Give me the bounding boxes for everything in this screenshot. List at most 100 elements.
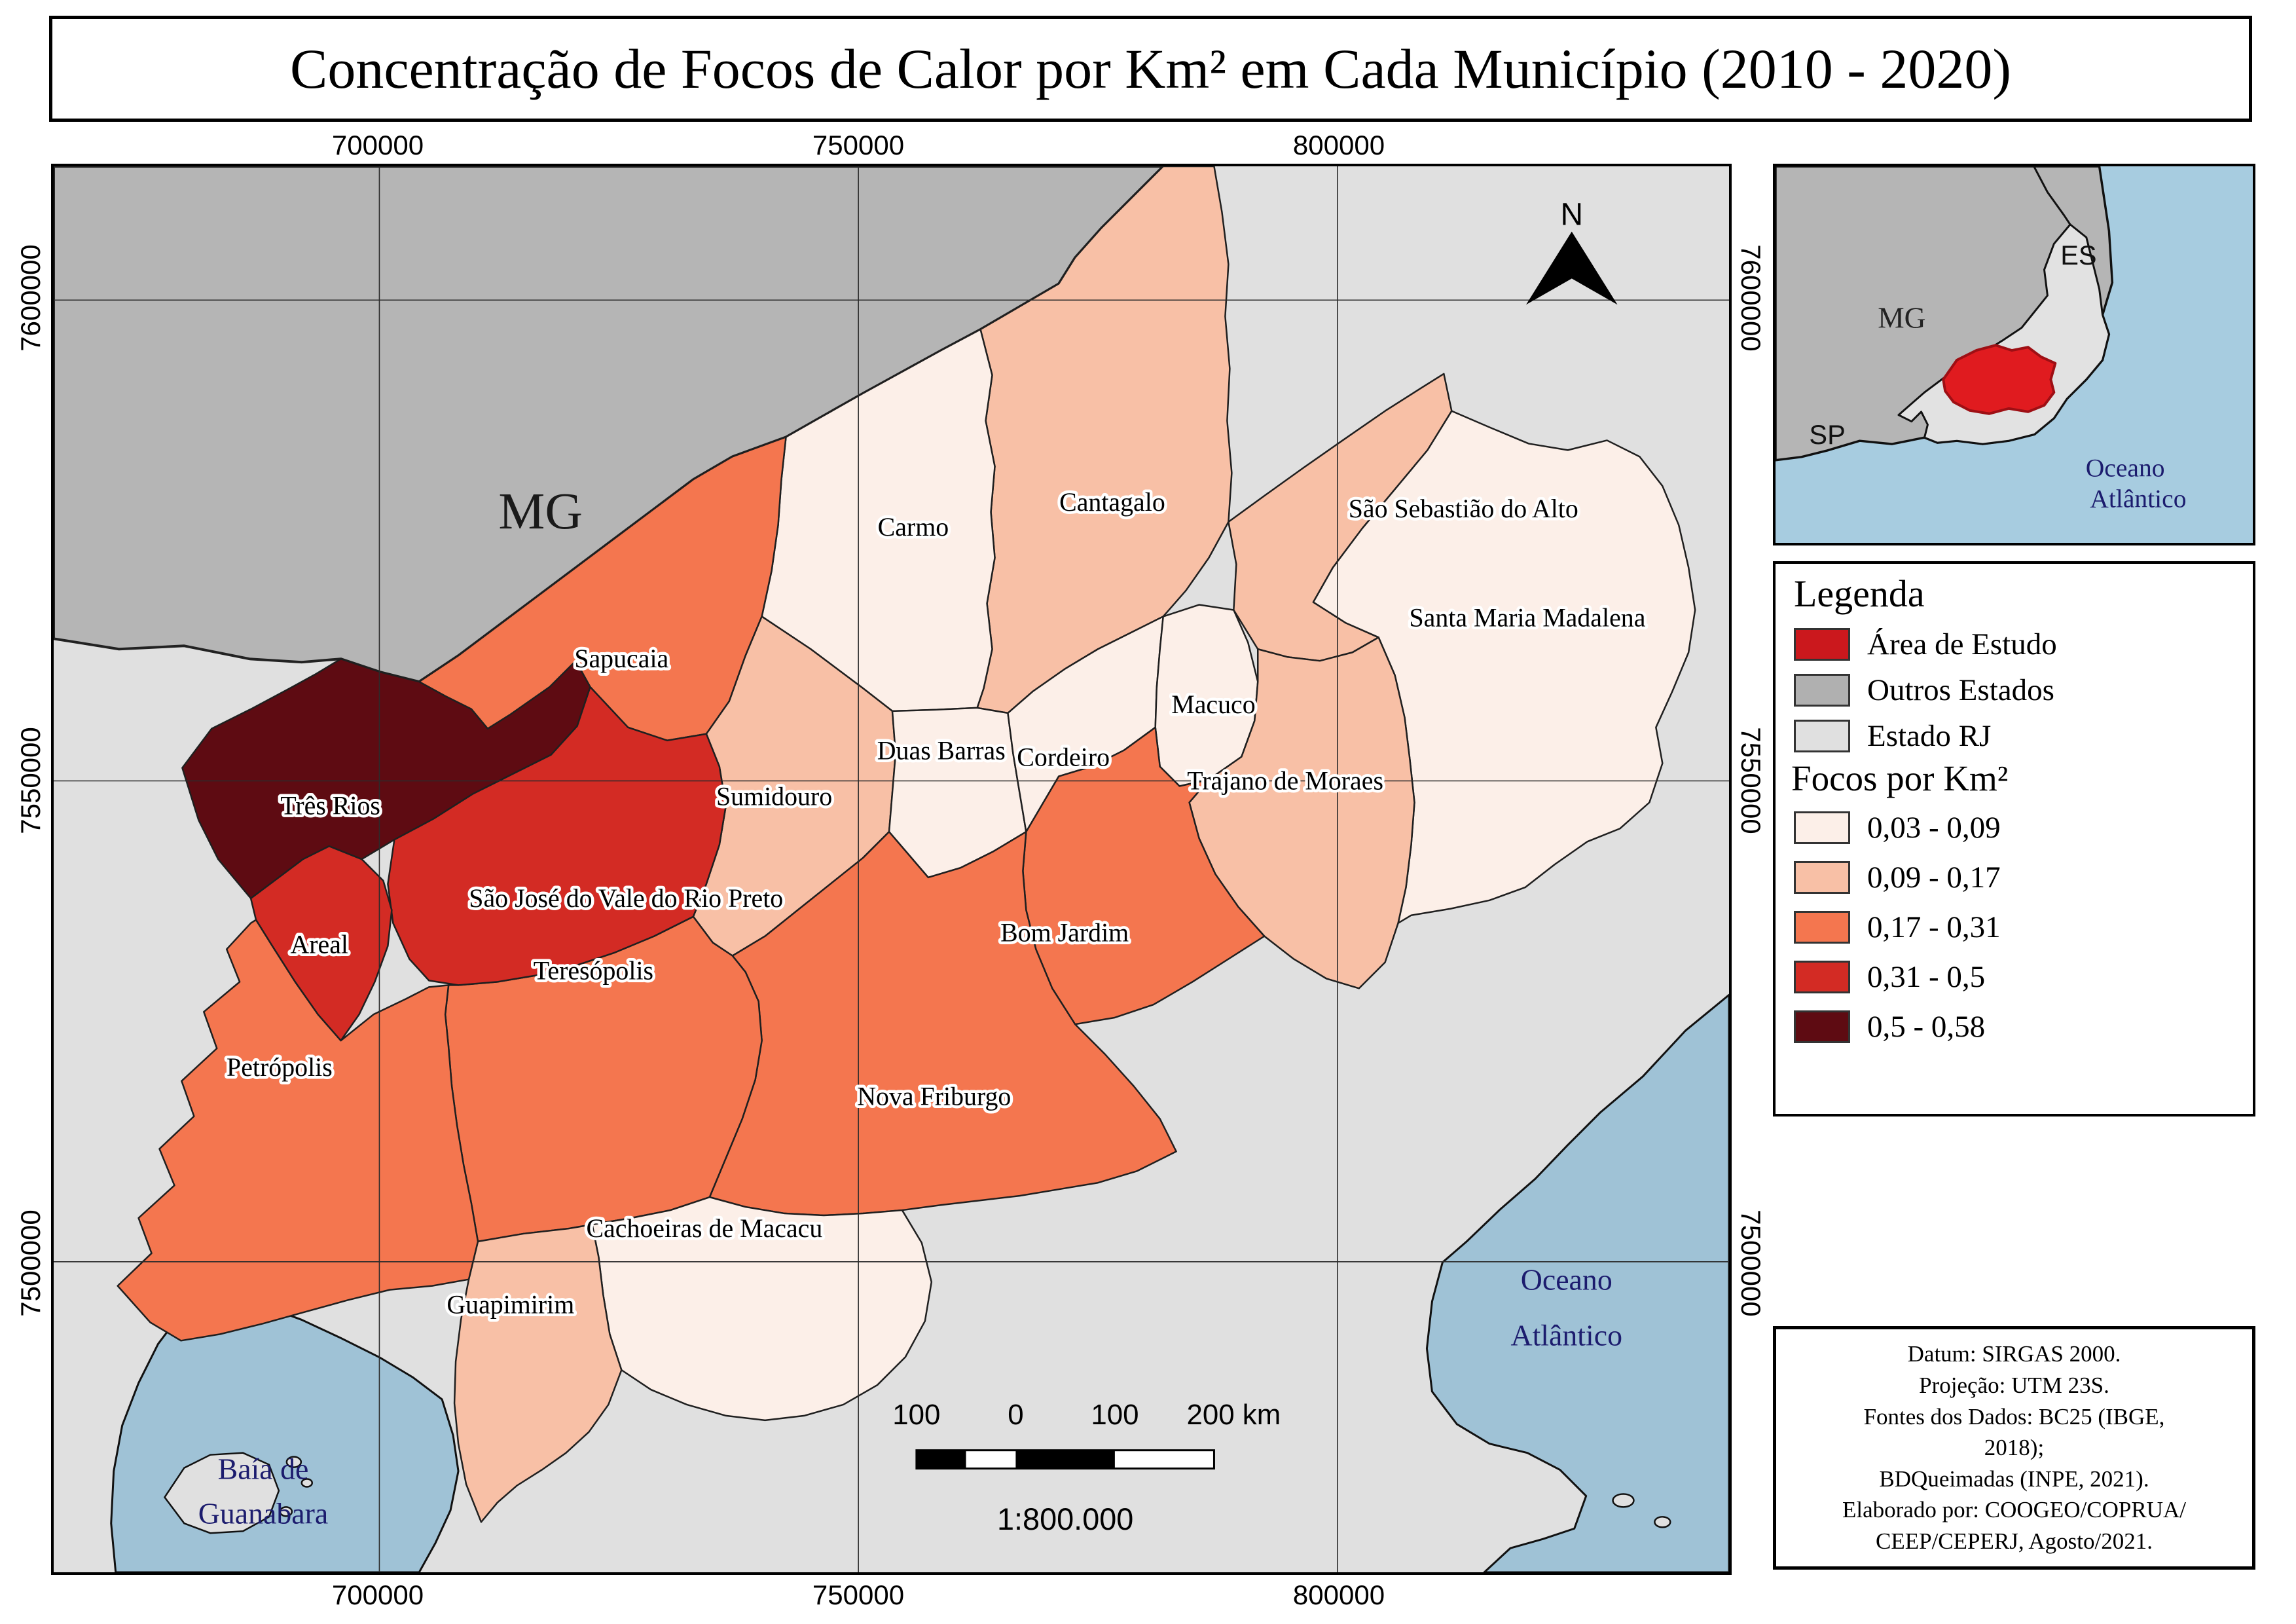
legend-item-label: Estado RJ [1867, 719, 1992, 753]
label-bom-jardim: Bom Jardim [1000, 918, 1129, 948]
scalebar-segment [1114, 1450, 1214, 1469]
inset-sp-label: SP [1809, 419, 1845, 450]
scalebar-tick-2: 100 [1091, 1399, 1139, 1431]
class-5-swatch [1794, 1010, 1850, 1043]
label-carmo: Carmo [878, 512, 949, 542]
axis-right-7600000: 7600000 [1736, 244, 1766, 352]
inset-map-svg: MG ES SP Oceano Atlântico [1776, 166, 2253, 543]
bay-island [301, 1478, 314, 1488]
axis-top-800000: 800000 [1292, 130, 1385, 160]
scalebar-segment [916, 1450, 966, 1469]
ocean-island [1612, 1493, 1635, 1508]
info-line: Datum: SIRGAS 2000. [1907, 1341, 2121, 1367]
axis-top-700000: 700000 [331, 130, 424, 160]
info-line: CEEP/CEPERJ, Agosto/2021. [1876, 1528, 2153, 1554]
scalebar-tick-0: 100 [892, 1399, 940, 1431]
legend-class-5: 0,5 - 0,58 [1794, 1009, 1985, 1044]
legend-focos-title: Focos por Km² [1791, 758, 2009, 798]
label-sao-sebastiao-do-alto: São Sebastião do Alto [1349, 494, 1578, 523]
rj-state-swatch [1794, 720, 1850, 752]
inset-mg-label: MG [1878, 302, 1925, 335]
label-trajano-de-moraes: Trajano de Moraes [1187, 766, 1383, 795]
municipality-tres-rios [181, 657, 591, 900]
label-nova-friburgo: Nova Friburgo [857, 1082, 1011, 1111]
scalebar-segment [966, 1450, 1016, 1469]
legend-class-label: 0,03 - 0,09 [1867, 811, 2001, 845]
label-duas-barras: Duas Barras [877, 736, 1006, 766]
axis-top-750000: 750000 [812, 130, 905, 160]
class-3-swatch [1794, 911, 1850, 944]
legend-class-2: 0,09 - 0,17 [1794, 860, 2001, 895]
atlantic-ocean [1425, 993, 1729, 1572]
label-sao-jose-do-vale-do-rio-preto: São José do Vale do Rio Preto [469, 883, 783, 913]
scalebar-segment [1015, 1450, 1115, 1469]
legend-item-rj-state: Estado RJ [1794, 718, 1991, 754]
axis-bottom-800000: 800000 [1292, 1579, 1385, 1610]
mg-state-label: MG [498, 483, 582, 540]
legend: Legenda Área de Estudo Outros Estados Es… [1773, 561, 2255, 1116]
legend-class-4: 0,31 - 0,5 [1794, 959, 1985, 995]
label-teresopolis: Teresópolis [534, 955, 653, 985]
page-title: Concentração de Focos de Calor por Km² e… [289, 37, 2012, 100]
info-line: Fontes dos Dados: BC25 (IBGE, [1863, 1403, 2165, 1430]
label-oceano-line1: Oceano [1521, 1263, 1613, 1297]
inset-es-label: ES [2060, 240, 2096, 270]
legend-title: Legenda [1794, 572, 1925, 615]
main-map-svg: N 100 0 100 200 km 1:800.000 MG Três Rio… [54, 166, 1729, 1572]
label-baia-line1: Baía de [218, 1452, 309, 1486]
scalebar-outline [915, 1449, 1215, 1470]
axis-right-7550000: 7550000 [1736, 727, 1766, 834]
legend-item-label: Área de Estudo [1867, 627, 2057, 661]
title-box: Concentração de Focos de Calor por Km² e… [49, 16, 2252, 122]
label-cantagalo: Cantagalo [1059, 487, 1165, 517]
axis-right-7500000: 7500000 [1736, 1209, 1766, 1317]
label-cordeiro: Cordeiro [1017, 743, 1110, 772]
main-map: N 100 0 100 200 km 1:800.000 MG Três Rio… [51, 164, 1732, 1575]
info-box: Datum: SIRGAS 2000. Projeção: UTM 23S. F… [1773, 1326, 2255, 1570]
label-oceano-line2: Atlântico [1510, 1318, 1622, 1352]
north-arrow-icon [1525, 231, 1618, 305]
bay-island [279, 1506, 293, 1517]
inset-oceano-line1: Oceano [2086, 453, 2165, 482]
label-sumidouro: Sumidouro [716, 781, 832, 811]
scalebar-tick-1: 0 [1008, 1399, 1023, 1431]
label-tres-rios: Três Rios [280, 790, 380, 820]
info-line: 2018); [1984, 1435, 2045, 1461]
axis-bottom-750000: 750000 [812, 1579, 905, 1610]
legend-class-1: 0,03 - 0,09 [1794, 810, 2001, 845]
scalebar-tick-3: 200 km [1186, 1399, 1281, 1431]
legend-class-label: 0,09 - 0,17 [1867, 860, 2001, 895]
inset-oceano-line2: Atlântico [2090, 485, 2186, 513]
legend-item-study-area: Área de Estudo [1794, 627, 2057, 662]
legend-class-label: 0,5 - 0,58 [1867, 1010, 1986, 1044]
class-4-swatch [1794, 961, 1850, 993]
info-line: BDQueimadas (INPE, 2021). [1879, 1466, 2149, 1492]
label-guapimirim: Guapimirim [446, 1289, 574, 1319]
axis-bottom-700000: 700000 [331, 1579, 424, 1610]
legend-item-other-states: Outros Estados [1794, 673, 2054, 708]
info-line: Projeção: UTM 23S. [1919, 1373, 2109, 1399]
inset-map: MG ES SP Oceano Atlântico [1773, 164, 2255, 545]
label-sapucaia: Sapucaia [574, 644, 668, 673]
legend-item-label: Outros Estados [1867, 673, 2054, 707]
label-petropolis: Petrópolis [227, 1052, 333, 1082]
axis-left-7500000: 7500000 [15, 1209, 46, 1317]
axis-left-7600000: 7600000 [15, 244, 46, 352]
axis-left-7550000: 7550000 [15, 727, 46, 834]
legend-class-label: 0,17 - 0,31 [1867, 910, 2001, 944]
other-states-swatch [1794, 674, 1850, 707]
legend-class-3: 0,17 - 0,31 [1794, 910, 2001, 945]
label-santa-maria-madalena: Santa Maria Madalena [1410, 602, 1646, 632]
class-1-swatch [1794, 811, 1850, 844]
label-macuco: Macuco [1171, 690, 1255, 719]
bay-island [285, 1456, 302, 1468]
label-areal: Areal [290, 930, 348, 959]
inset-study-area [1942, 344, 2057, 415]
legend-class-label: 0,31 - 0,5 [1867, 960, 1986, 994]
north-label: N [1560, 198, 1583, 232]
municipality-guapimirim [453, 1223, 623, 1523]
scalebar-ratio: 1:800.000 [997, 1502, 1133, 1536]
label-baia-line2: Guanabara [198, 1496, 329, 1530]
inset-mg-es-border [2033, 166, 2071, 225]
info-line: Elaborado por: COOGEO/COPRUA/ [1842, 1497, 2186, 1523]
